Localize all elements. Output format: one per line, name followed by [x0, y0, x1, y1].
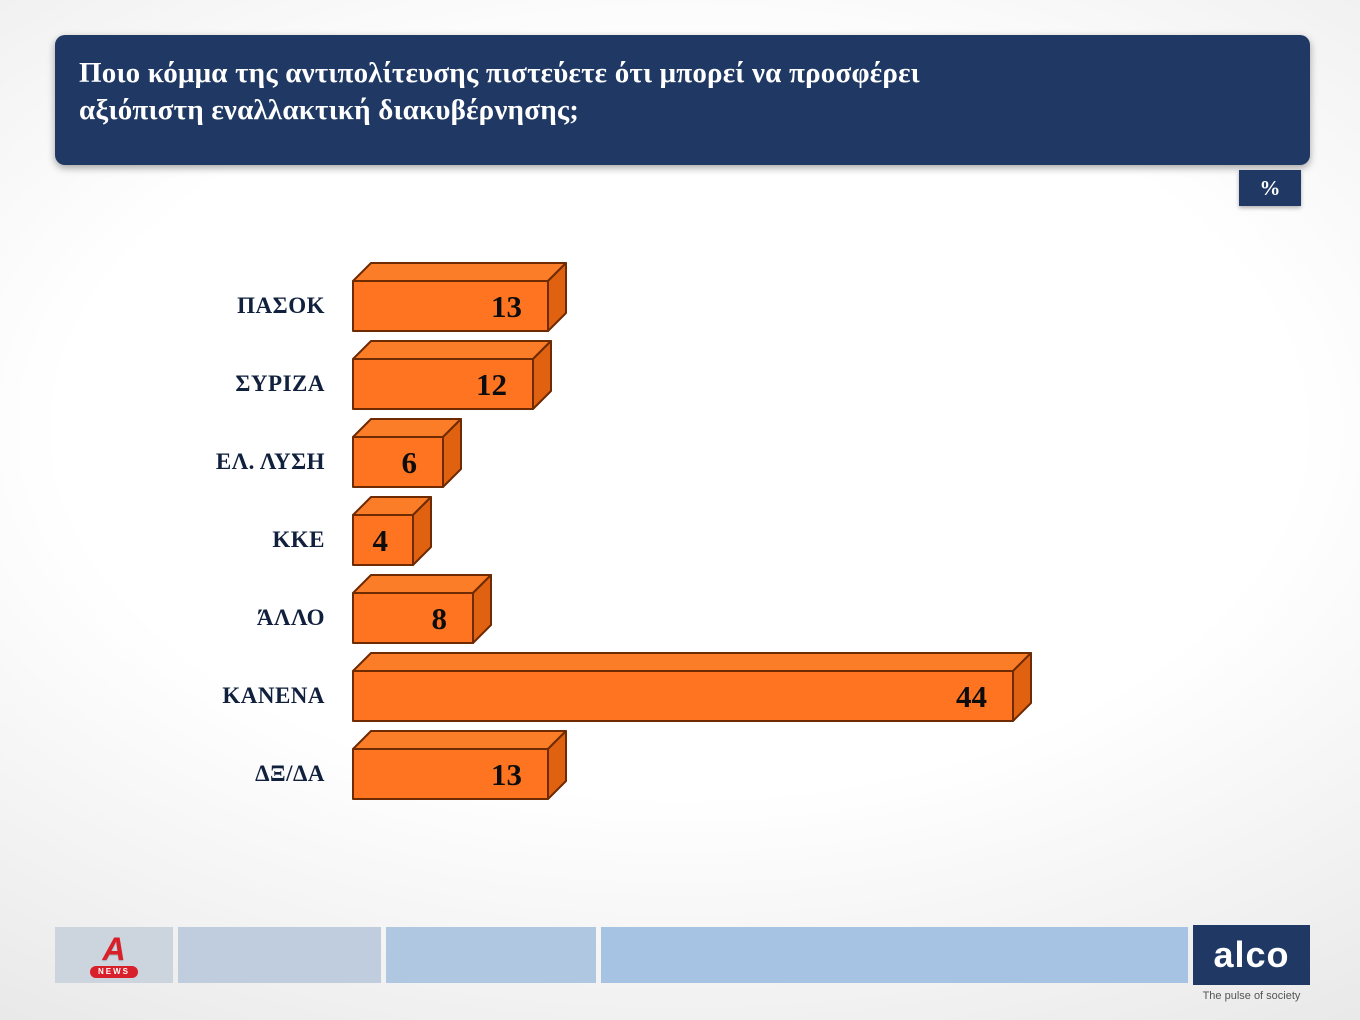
bar-3d: 12	[352, 339, 552, 410]
bar-front-face	[352, 591, 474, 644]
bar-front-face	[352, 435, 444, 488]
bar-value-label: 12	[476, 367, 507, 402]
bar-chart: ΠΑΣΟΚ 13 ΣΥΡΙΖΑ 12 ΕΛ. ΛΥΣΗ 6 ΚΚΕ 4 ΆΛΛΟ 8 ΚΑΝΕΝΑ 4…	[55, 258, 1310, 804]
bar-row: ΔΞ/ΔΑ 13	[55, 726, 1310, 804]
alco-tagline: The pulse of society	[1202, 990, 1301, 1002]
bar-3d: 6	[352, 417, 462, 488]
footer-segment-4	[601, 927, 1188, 983]
bar-front-face	[352, 747, 549, 800]
bar-row: ΣΥΡΙΖΑ 12	[55, 336, 1310, 414]
bar-row: ΚΑΝΕΝΑ 44	[55, 648, 1310, 726]
alco-logo: alco	[1193, 925, 1310, 985]
alco-logo-block: alco The pulse of society	[1193, 925, 1310, 1002]
bar-3d: 13	[352, 729, 567, 800]
bar-value-label: 8	[432, 601, 448, 636]
bar-row: ΠΑΣΟΚ 13	[55, 258, 1310, 336]
alpha-logo-letter: A	[102, 930, 126, 967]
bar-value-label: 6	[402, 445, 418, 480]
page-title-line-1: Ποιο κόμμα της αντιπολίτευσης πιστεύετε …	[79, 57, 920, 89]
bar-front-face	[352, 279, 549, 332]
bar-3d: 44	[352, 651, 1032, 722]
bar-3d: 13	[352, 261, 567, 332]
category-label: ΕΛ. ΛΥΣΗ	[215, 449, 325, 474]
bar-top-face	[352, 261, 567, 282]
bar-value-label: 44	[956, 679, 987, 714]
footer-segment-2	[178, 927, 381, 983]
bar-top-face	[352, 339, 552, 360]
bar-3d: 8	[352, 573, 492, 644]
bar-row: ΚΚΕ 4	[55, 492, 1310, 570]
category-label: ΆΛΛΟ	[256, 605, 325, 630]
title-banner: Ποιο κόμμα της αντιπολίτευσης πιστεύετε …	[55, 35, 1310, 165]
bar-top-face	[352, 573, 492, 594]
alpha-news-logo: A NEWS	[90, 933, 138, 978]
percent-badge: %	[1239, 170, 1301, 206]
bar-top-face	[352, 651, 1032, 672]
bar-value-label: 13	[491, 757, 522, 792]
bar-front-face	[352, 513, 414, 566]
alpha-news-label: NEWS	[90, 965, 138, 978]
bar-row: ΕΛ. ΛΥΣΗ 6	[55, 414, 1310, 492]
bar-front-face	[352, 357, 534, 410]
category-label: ΣΥΡΙΖΑ	[235, 371, 325, 396]
footer-segment-1: A NEWS	[55, 927, 173, 983]
category-label: ΚΚΕ	[272, 527, 325, 552]
bar-value-label: 4	[373, 523, 389, 558]
bar-top-face	[352, 729, 567, 750]
bar-front-face	[352, 669, 1014, 722]
category-label: ΠΑΣΟΚ	[237, 293, 325, 318]
category-label: ΔΞ/ΔΑ	[255, 761, 325, 786]
page-title-line-2: αξιόπιστη εναλλακτική διακυβέρνησης;	[79, 94, 580, 127]
category-label: ΚΑΝΕΝΑ	[222, 683, 325, 708]
bar-3d: 4	[352, 495, 432, 566]
bar-row: ΆΛΛΟ 8	[55, 570, 1310, 648]
bar-value-label: 13	[491, 289, 522, 324]
footer: A NEWS alco The pulse of society	[55, 925, 1310, 1005]
footer-segment-3	[386, 927, 596, 983]
